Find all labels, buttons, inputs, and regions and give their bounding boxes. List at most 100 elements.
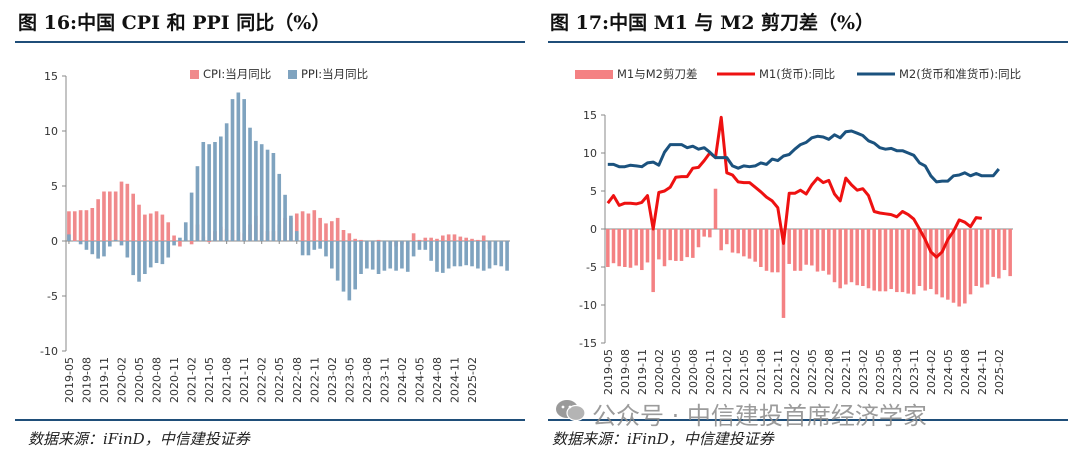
x-tick-label: 2021-11: [772, 349, 785, 395]
bar-scissors: [798, 229, 803, 271]
bar-cpi: [125, 183, 130, 241]
y-tick-label: 15: [44, 70, 58, 83]
bar-scissors: [776, 229, 780, 273]
bar-cpi: [90, 208, 95, 241]
x-tick-label: 2020-05: [133, 357, 146, 403]
bar-ppi: [195, 166, 200, 241]
x-tick-label: 2024-05: [413, 357, 426, 403]
bar-scissors: [963, 229, 967, 304]
x-tick-label: 2023-11: [378, 357, 391, 403]
bar-scissors: [821, 229, 825, 271]
bar-ppi: [119, 241, 124, 246]
y-tick-label: -5: [47, 290, 58, 303]
bar-scissors: [861, 229, 865, 286]
x-tick-label: 2022-11: [308, 357, 321, 403]
bar-scissors: [844, 229, 848, 285]
bar-cpi: [429, 237, 433, 241]
bar-scissors: [708, 229, 712, 238]
bar-scissors: [900, 229, 905, 293]
bar-ppi: [72, 241, 77, 242]
bar-ppi: [446, 241, 451, 269]
x-tick-label: 2024-08: [959, 349, 972, 395]
bar-scissors: [866, 229, 871, 289]
bar-cpi: [154, 211, 159, 241]
bar-cpi: [376, 239, 381, 241]
bar-ppi: [493, 241, 498, 266]
bar-ppi: [259, 144, 264, 241]
bar-scissors: [634, 229, 638, 266]
bar-scissors: [929, 229, 933, 290]
bar-cpi: [143, 214, 147, 241]
bar-ppi: [294, 231, 299, 241]
bar-scissors: [855, 229, 859, 286]
bar-ppi: [189, 192, 194, 241]
y-tick-label: 5: [590, 185, 597, 198]
y-tick-label: 15: [583, 109, 597, 122]
bar-ppi: [470, 241, 474, 267]
legend-swatch: [288, 70, 297, 79]
bar-cpi: [306, 213, 311, 241]
x-tick-label: 2020-08: [687, 349, 700, 395]
bar-ppi: [148, 241, 153, 268]
y-tick-label: 10: [44, 125, 58, 138]
bar-cpi: [435, 238, 439, 241]
bar-cpi: [312, 210, 317, 241]
bar-scissors: [980, 229, 984, 288]
bar-scissors: [895, 229, 899, 293]
bar-ppi: [411, 241, 416, 257]
x-tick-label: 2023-08: [891, 349, 904, 395]
bar-ppi: [400, 241, 404, 269]
bar-ppi: [102, 241, 106, 257]
x-tick-label: 2019-11: [98, 357, 111, 403]
bar-ppi: [330, 241, 334, 269]
x-tick-label: 2024-02: [925, 349, 938, 395]
bar-scissors: [997, 229, 1001, 279]
m1-m2-chart: -15 -10 -5 0 5 10 15 2019-05 2019-08 2019-11 2020-…: [575, 67, 1021, 395]
x-tick-label: 2023-08: [361, 357, 374, 403]
bar-cpi: [172, 235, 176, 241]
bar-scissors: [849, 229, 854, 283]
bar-ppi: [90, 241, 95, 255]
bar-ppi: [78, 241, 83, 245]
bar-cpi: [330, 221, 334, 241]
bar-scissors: [770, 229, 774, 273]
bar-ppi: [388, 241, 393, 269]
bar-ppi: [476, 241, 480, 269]
bar-scissors: [640, 229, 644, 271]
legend-label: CPI:当月同比: [203, 67, 271, 81]
bar-cpi: [464, 237, 468, 241]
bar-ppi: [370, 241, 375, 270]
bar-scissors: [764, 229, 769, 271]
x-tick-label: 2024-08: [431, 357, 444, 403]
bar-cpi: [347, 233, 352, 241]
bar-cpi: [458, 236, 463, 241]
bar-ppi: [236, 92, 241, 241]
x-tick-label: 2024-11: [976, 349, 989, 395]
left-bottom-rule: [15, 419, 525, 421]
bar-cpi: [96, 199, 100, 241]
bar-scissors: [832, 229, 837, 283]
bar-scissors: [804, 229, 808, 265]
bar-ppi: [131, 241, 135, 276]
bar-ppi: [125, 241, 130, 258]
bar-ppi: [265, 149, 270, 241]
bar-ppi: [289, 215, 293, 241]
bar-scissors: [940, 229, 944, 298]
x-tick-label: 2023-05: [343, 357, 356, 403]
bar-scissors: [623, 229, 627, 267]
bar-scissors: [957, 229, 961, 307]
bar-scissors: [1008, 229, 1012, 277]
x-tick-label: 2020-08: [151, 357, 164, 403]
legend-swatch: [575, 70, 613, 79]
series-line-m2: [607, 129, 1000, 184]
bar-ppi: [67, 234, 71, 241]
bar-ppi: [96, 241, 100, 259]
bar-scissors: [730, 229, 735, 253]
bar-cpi: [67, 211, 71, 241]
bar-ppi: [394, 241, 398, 271]
bar-ppi: [359, 241, 363, 274]
legend-label: M1与M2剪刀差: [617, 67, 697, 81]
x-tick-label: 2020-11: [168, 357, 181, 403]
y-tick-label: -5: [586, 261, 597, 274]
bar-scissors: [645, 229, 650, 263]
